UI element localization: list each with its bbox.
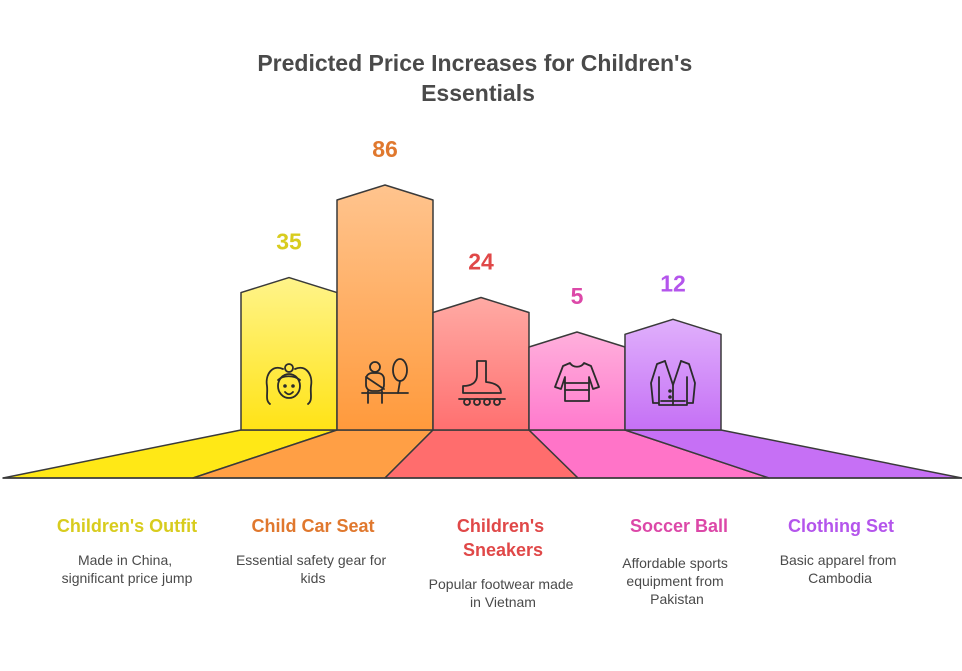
category-label: Clothing Set <box>788 516 894 536</box>
bar <box>240 276 338 431</box>
girl-face-icon <box>265 363 313 405</box>
sweater-icon <box>554 362 600 402</box>
description-line: significant price jump <box>62 570 193 586</box>
category-group: Child Car Seat Essential safety gear for… <box>236 516 390 586</box>
category-label-line: Sneakers <box>463 540 543 560</box>
category-description: Essential safety gear for kids <box>236 552 390 586</box>
chart-title: Predicted Price Increases for Children's… <box>257 50 698 106</box>
value-label: 35 <box>276 229 302 255</box>
description-line: Popular footwear made <box>429 576 574 592</box>
cardigan-icon <box>650 360 696 406</box>
description-line: Made in China, <box>78 552 172 568</box>
icon-layer <box>265 358 696 406</box>
description-line: equipment from <box>626 573 723 589</box>
category-label: Child Car Seat <box>251 516 374 536</box>
category-label: Children's Outfit <box>57 516 197 536</box>
category-label-line: Children's Outfit <box>57 516 197 536</box>
chart-title-line-1: Predicted Price Increases for Children's <box>257 50 692 76</box>
category-label: Children's Sneakers <box>457 516 549 560</box>
value-label: 12 <box>660 270 686 296</box>
category-group: Clothing Set Basic apparel from Cambodia <box>780 516 901 586</box>
description-line: Basic apparel from <box>780 552 897 568</box>
value-label: 5 <box>571 283 584 309</box>
category-description: Affordable sports equipment from Pakista… <box>622 555 731 607</box>
category-labels: Children's Outfit Made in China, signifi… <box>57 516 901 610</box>
bar <box>624 318 722 431</box>
bar <box>336 184 434 431</box>
description-line: Pakistan <box>650 591 704 607</box>
value-labels: 35 86 24 5 12 <box>276 136 686 309</box>
description-line: Affordable sports <box>622 555 728 571</box>
bar-layer <box>240 184 722 431</box>
category-label-line: Soccer Ball <box>630 516 728 536</box>
value-label: 86 <box>372 136 398 162</box>
car-seat-child-icon <box>361 358 409 404</box>
category-label-line: Children's <box>457 516 544 536</box>
base-layer <box>2 429 962 479</box>
category-label: Soccer Ball <box>630 516 728 536</box>
description-line: kids <box>301 570 326 586</box>
roller-skate-icon <box>458 360 506 406</box>
category-group: Children's Sneakers Popular footwear mad… <box>429 516 578 610</box>
category-description: Made in China, significant price jump <box>62 552 193 586</box>
category-label-line: Child Car Seat <box>251 516 374 536</box>
bar <box>432 296 530 431</box>
description-line: in Vietnam <box>470 594 536 610</box>
category-group: Soccer Ball Affordable sports equipment … <box>622 516 731 607</box>
bar <box>528 331 626 431</box>
value-label: 24 <box>468 249 494 275</box>
category-description: Basic apparel from Cambodia <box>780 552 901 586</box>
category-group: Children's Outfit Made in China, signifi… <box>57 516 197 586</box>
category-label-line: Clothing Set <box>788 516 894 536</box>
description-line: Essential safety gear for <box>236 552 387 568</box>
chart-title-line-2: Essentials <box>421 80 535 106</box>
description-line: Cambodia <box>808 570 872 586</box>
category-description: Popular footwear made in Vietnam <box>429 576 578 610</box>
